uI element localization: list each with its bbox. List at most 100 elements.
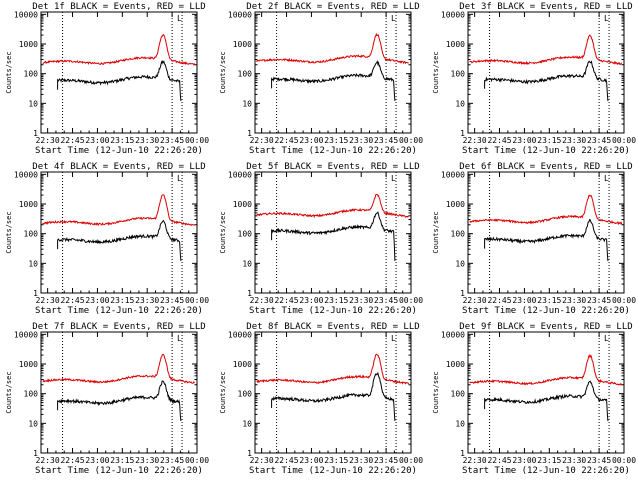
y-tick-label: 1000 — [19, 360, 38, 369]
lld-series-line — [42, 353, 195, 384]
plot-frame — [40, 171, 198, 294]
y-tick-label: 1 — [247, 449, 252, 458]
y-tick-label: 10 — [28, 419, 38, 428]
panel-1: Det 1f BLACK = Events, RED = LLD 1 10 100 10… — [5, 2, 209, 156]
panel-8: Det 8f BLACK = Events, RED = LLD 1 10 100 10… — [219, 322, 423, 476]
y-tick-label: 1000 — [19, 40, 38, 49]
y-axis-label: Counts/sec — [5, 211, 13, 253]
x-tick-label: 22:45 — [274, 456, 298, 465]
y-tick-label: 100 — [24, 70, 39, 79]
y-tick-label: 100 — [24, 230, 39, 239]
plot-frame — [254, 171, 412, 294]
panel-title: Det 8f BLACK = Events, RED = LLD — [246, 322, 419, 332]
x-tick-label: 23:00 — [85, 136, 109, 145]
y-tick-label: 100 — [451, 70, 466, 79]
x-tick-label: 23:00 — [512, 136, 536, 145]
y-tick-label: 1 — [33, 289, 38, 298]
x-tick-label: 23:30 — [562, 456, 586, 465]
y-tick-label: 1 — [247, 289, 252, 298]
x-tick-label: 23:30 — [349, 456, 373, 465]
legend-glyph: L — [604, 174, 609, 183]
x-tick-label: 23:15 — [110, 296, 134, 305]
lld-series-line — [256, 353, 410, 385]
y-tick-label: 100 — [24, 390, 39, 399]
lld-series-line — [256, 193, 409, 219]
x-tick-label: 23:15 — [110, 136, 134, 145]
x-tick-label: 22:30 — [36, 296, 60, 305]
x-tick-label: 22:45 — [487, 456, 511, 465]
y-tick-label: 10 — [455, 259, 465, 268]
x-tick-label: 23:15 — [537, 296, 561, 305]
x-tick-label: 23:15 — [537, 456, 561, 465]
y-axis-label: Counts/sec — [5, 51, 13, 93]
plot-frame — [254, 11, 412, 134]
events-series-line — [484, 380, 609, 422]
y-tick-label: 10000 — [441, 330, 465, 339]
y-tick-label: 1000 — [233, 360, 252, 369]
events-series-line — [57, 380, 182, 422]
plot-frame — [467, 331, 625, 454]
x-tick-label: 23:00 — [299, 136, 323, 145]
y-axis-label: Counts/sec — [432, 211, 440, 253]
panel-6: Det 6f BLACK = Events, RED = LLD 1 10 100 10… — [432, 162, 636, 316]
y-tick-label: 1000 — [233, 40, 252, 49]
lld-series-line — [42, 194, 196, 227]
x-tick-label: 23:15 — [324, 296, 348, 305]
legend-glyph: L — [604, 14, 609, 23]
y-tick-label: 1 — [460, 289, 465, 298]
y-axis-label: Counts/sec — [5, 371, 13, 413]
x-tick-label: 22:30 — [463, 456, 487, 465]
y-axis-label: Counts/sec — [432, 371, 440, 413]
x-tick-label: 00:00 — [612, 296, 636, 305]
x-tick-label: 22:30 — [36, 136, 60, 145]
y-tick-label: 10000 — [14, 170, 38, 179]
y-tick-label: 10000 — [14, 10, 38, 19]
x-tick-label: 23:30 — [562, 136, 586, 145]
x-tick-label: 23:30 — [135, 136, 159, 145]
y-axis-label: Counts/sec — [219, 371, 227, 413]
legend-glyph: L — [177, 14, 182, 23]
lld-series-line — [469, 353, 623, 386]
panel-title: Det 6f BLACK = Events, RED = LLD — [459, 162, 632, 172]
x-tick-label: 23:00 — [512, 296, 536, 305]
y-tick-label: 10 — [242, 99, 252, 108]
x-tick-label: 23:45 — [374, 456, 398, 465]
plot-frame — [467, 11, 625, 134]
lld-series-line — [469, 34, 623, 66]
x-axis-label: Start Time (12-Jun-10 22:26:20) — [249, 306, 417, 316]
y-tick-label: 10000 — [14, 330, 38, 339]
panel-title: Det 7f BLACK = Events, RED = LLD — [32, 322, 205, 332]
y-tick-label: 10 — [455, 99, 465, 108]
y-axis-label: Counts/sec — [432, 51, 440, 93]
legend-glyph: L — [391, 334, 396, 343]
x-axis-label: Start Time (12-Jun-10 22:26:20) — [462, 146, 630, 156]
panel-4: Det 4f BLACK = Events, RED = LLD 1 10 100 10… — [5, 162, 209, 316]
x-tick-label: 23:15 — [324, 456, 348, 465]
x-tick-label: 23:45 — [160, 136, 184, 145]
y-tick-label: 10 — [28, 99, 38, 108]
panel-title: Det 4f BLACK = Events, RED = LLD — [32, 162, 205, 172]
x-tick-label: 00:00 — [399, 296, 423, 305]
panel-title: Det 9f BLACK = Events, RED = LLD — [459, 322, 632, 332]
y-tick-label: 1000 — [233, 200, 252, 209]
x-tick-label: 22:45 — [60, 136, 84, 145]
x-tick-label: 23:00 — [299, 456, 323, 465]
y-tick-label: 1000 — [446, 40, 465, 49]
y-tick-label: 10000 — [441, 10, 465, 19]
legend-glyph: L — [391, 174, 396, 183]
x-tick-label: 23:45 — [374, 296, 398, 305]
y-tick-label: 1 — [247, 129, 252, 138]
y-axis-label: Counts/sec — [219, 51, 227, 93]
y-tick-label: 1 — [33, 129, 38, 138]
y-axis-label: Counts/sec — [219, 211, 227, 253]
x-tick-label: 23:00 — [85, 456, 109, 465]
x-tick-label: 23:15 — [110, 456, 134, 465]
legend-glyph: L — [177, 174, 182, 183]
x-tick-label: 23:30 — [349, 296, 373, 305]
x-tick-label: 23:30 — [135, 456, 159, 465]
x-tick-label: 22:30 — [463, 296, 487, 305]
events-series-line — [271, 211, 396, 262]
x-tick-label: 23:45 — [587, 456, 611, 465]
x-tick-label: 23:30 — [135, 296, 159, 305]
panel-2: Det 2f BLACK = Events, RED = LLD 1 10 100 10… — [219, 2, 423, 156]
